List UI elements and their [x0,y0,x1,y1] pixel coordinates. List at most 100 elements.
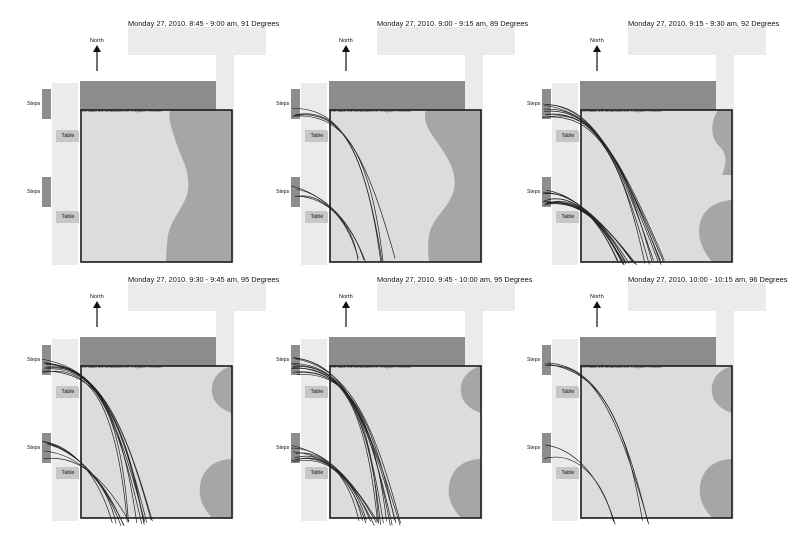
x-square-perimeter [580,365,733,519]
pedestrian-path [542,116,646,264]
north-label: North [590,38,604,44]
site-plan [542,283,766,525]
perimeter-note: The Black line demarcates the X-Square P… [330,365,412,369]
steps-label-top: Steps [27,357,41,363]
panel-title: Monday 27, 2010. 9:00 - 9:15 am, 89 Degr… [377,19,529,28]
shade-area [448,366,481,518]
pedestrian-path [292,445,371,522]
side-walkway [552,339,578,521]
pedestrian-path [292,108,382,262]
x-square-perimeter [80,109,233,263]
site-plan [291,283,515,526]
covered-band [329,337,465,367]
perimeter-note: The Black line demarcates the X-Square P… [581,365,663,369]
diagram-panel-4: Monday 27, 2010. 9:30 - 9:45 am, 95 Degr… [27,261,300,526]
building-wing [128,283,266,311]
covered-band [580,81,716,111]
pedestrian-path [292,366,395,521]
shade-area [425,110,481,262]
pedestrian-path [544,104,653,263]
site-plan [290,27,515,265]
pedestrian-path [547,362,649,523]
pedestrian-path [291,447,379,523]
pedestrian-path [43,457,130,522]
steps-label-top: Steps [527,101,541,107]
north-arrow-head [93,45,101,52]
panel-title: Monday 27, 2010. 10:00 - 10:15 am, 96 De… [628,275,788,284]
pedestrian-path [296,374,387,522]
pedestrian-path [294,455,367,524]
pedestrian-path [546,201,636,264]
pedestrian-path [545,365,650,525]
north-label: North [339,294,353,300]
pedestrian-path [293,357,393,526]
north-arrow-head [342,301,350,308]
pedestrian-path [292,451,367,521]
north-label: North [590,294,604,300]
building-wing [628,27,766,55]
steps-label-top: Steps [276,357,290,363]
steps-block-top [542,345,551,375]
steps-label-bottom: Steps [276,445,290,451]
steps-block-bottom [291,177,300,207]
steps-block-top [291,345,300,375]
perimeter-note: The Black line demarcates the X-Square P… [81,109,163,113]
pedestrian-path [545,114,662,265]
building-wing [628,283,766,311]
covered-band [80,337,216,367]
panel-title: Monday 27, 2010. 9:30 - 9:45 am, 95 Degr… [128,275,280,284]
x-square-perimeter [329,109,482,263]
site-plan [542,27,766,266]
shade-area [699,366,732,518]
pedestrian-path [45,366,146,523]
pedestrian-path [42,370,144,523]
table-label-bottom: Table [557,212,579,223]
pedestrian-path [41,440,125,526]
side-walkway [52,83,78,265]
site-plan [42,27,266,265]
site-plan [41,283,266,526]
panel-title: Monday 27, 2010. 9:45 - 10:00 am, 95 Deg… [377,275,533,284]
table-label-bottom: Table [306,212,328,223]
pedestrian-path [295,457,377,524]
steps-label-bottom: Steps [27,445,41,451]
table-label-bottom: Table [306,468,328,479]
covered-band [80,81,216,111]
pedestrian-path [291,367,378,521]
pedestrian-path [545,200,622,262]
pedestrian-path [293,460,363,521]
shade-area [199,366,232,518]
steps-block-top [291,89,300,119]
steps-label-top: Steps [276,101,290,107]
pedestrian-path [44,367,143,524]
pedestrian-path [543,193,618,261]
steps-block-top [42,89,51,119]
pedestrian-path [292,115,384,263]
shade-area [166,110,232,262]
steps-label-top: Steps [27,101,41,107]
table-label-top: Table [306,131,328,142]
building-wing [377,27,515,55]
north-label: North [90,294,104,300]
pedestrian-path [41,358,152,521]
panel-title: Monday 27, 2010. 9:15 - 9:30 am, 92 Degr… [628,19,780,28]
pedestrian-path [42,370,128,523]
steps-label-bottom: Steps [527,189,541,195]
diagram-panel-2: Monday 27, 2010. 9:00 - 9:15 am, 89 Degr… [276,5,549,267]
pedestrian-path [294,113,383,262]
north-label: North [90,38,104,44]
north-arrow-head [593,301,601,308]
table-label-top: Table [57,131,79,142]
pedestrian-path [296,195,359,261]
pedestrian-path [296,188,365,261]
pedestrian-path [45,441,113,524]
perimeter-note: The Black line demarcates the X-Square P… [330,109,412,113]
north-arrow-head [593,45,601,52]
pedestrian-path [44,450,117,524]
side-walkway [52,339,78,521]
x-square-perimeter [329,365,482,519]
perimeter-note: The Black line demarcates the X-Square P… [81,365,163,369]
steps-label-top: Steps [527,357,541,363]
x-square-perimeter [580,109,733,263]
pedestrian-path [293,366,384,524]
